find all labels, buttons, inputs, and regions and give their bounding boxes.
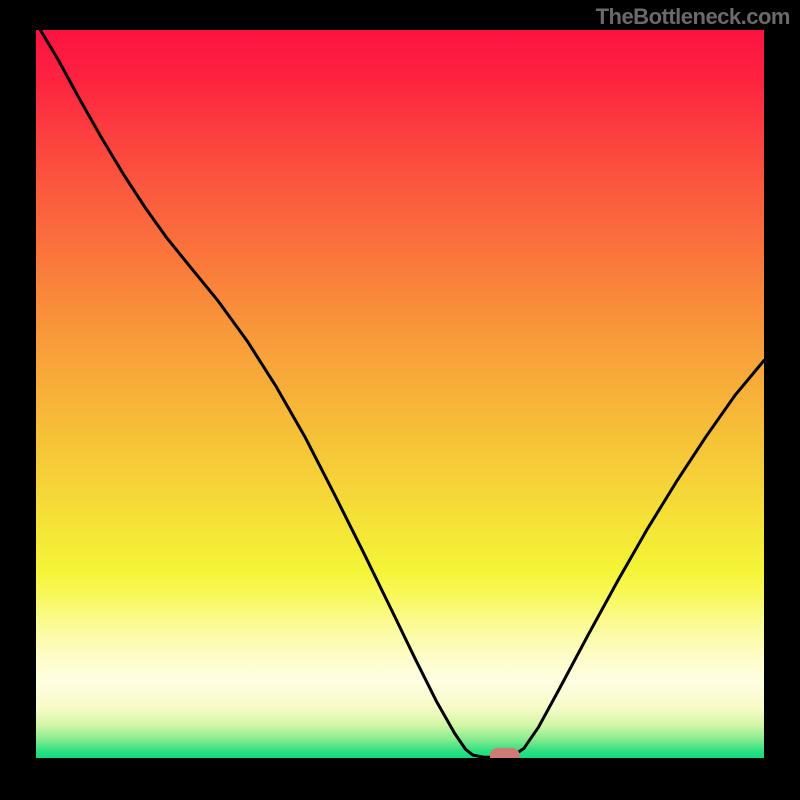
watermark-text: TheBottleneck.com — [596, 4, 790, 29]
watermark: TheBottleneck.com — [596, 4, 790, 30]
chart-container: TheBottleneck.com — [0, 0, 800, 800]
chart-svg — [0, 0, 800, 800]
plot-area — [36, 30, 764, 758]
